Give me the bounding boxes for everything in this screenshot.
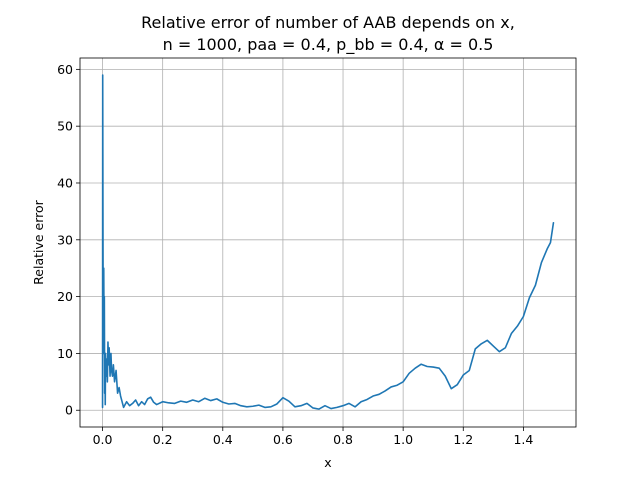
- x-tick-label: 0.0: [93, 432, 113, 447]
- y-tick-labels: 0 10 20 30 40 50 60: [57, 62, 73, 418]
- x-tick-label: 0.4: [213, 432, 233, 447]
- chart-subtitle: n = 1000, paa = 0.4, p_bb = 0.4, α = 0.5: [163, 35, 494, 55]
- series-layer: [101, 74, 555, 410]
- y-tick-label: 30: [57, 232, 73, 247]
- x-tick-labels: 0.0 0.2 0.4 0.6 0.8 1.0 1.2 1.4: [93, 432, 534, 447]
- y-axis-label: Relative error: [31, 199, 46, 285]
- x-axis-label: x: [324, 455, 331, 470]
- y-tick-label: 50: [57, 119, 73, 134]
- y-tick-label: 10: [57, 346, 73, 361]
- grid-lines: [80, 58, 576, 427]
- y-tick-label: 0: [65, 403, 73, 418]
- x-tick-label: 0.2: [153, 432, 173, 447]
- x-tick-label: 1.0: [393, 432, 413, 447]
- y-tick-label: 20: [57, 289, 73, 304]
- x-tick-label: 1.2: [453, 432, 473, 447]
- tick-marks: [76, 68, 524, 431]
- x-tick-label: 0.6: [273, 432, 293, 447]
- relative-error-line: [101, 74, 555, 410]
- y-tick-label: 60: [57, 62, 73, 77]
- plot-frame: [79, 57, 577, 428]
- x-tick-label: 1.4: [513, 432, 533, 447]
- chart-title: Relative error of number of AAB depends …: [141, 13, 515, 32]
- x-tick-label: 0.8: [333, 432, 353, 447]
- y-tick-label: 40: [57, 175, 73, 190]
